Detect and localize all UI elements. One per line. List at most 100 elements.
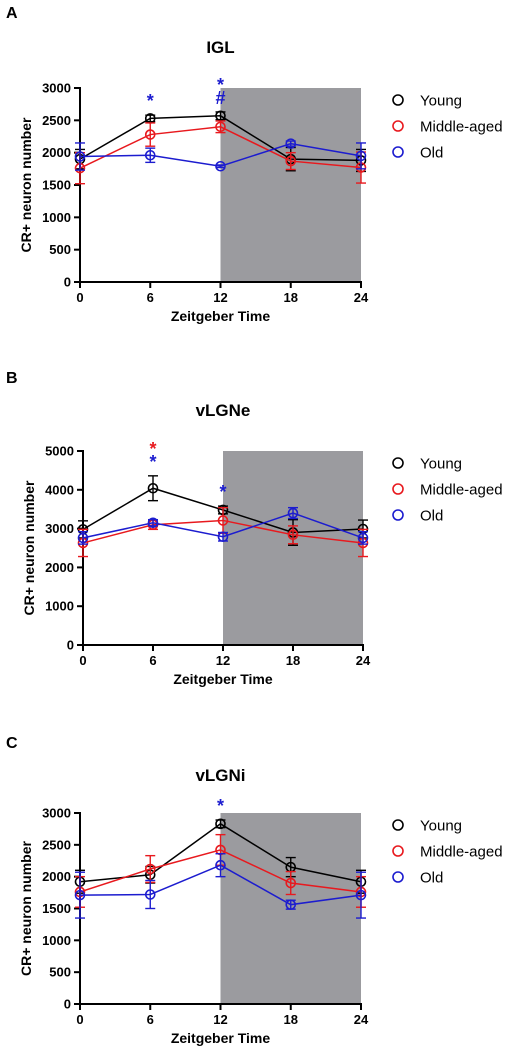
y-tick-label: 4000: [45, 482, 74, 497]
legend-label: Middle-aged: [420, 844, 503, 861]
data-point: [357, 532, 369, 544]
data-point: [144, 149, 156, 161]
legend-label: Middle-aged: [420, 482, 503, 499]
legend-label: Old: [420, 508, 443, 525]
legend-marker: [392, 483, 404, 495]
series-old: [77, 506, 369, 545]
significance-marker: *: [219, 482, 226, 502]
y-tick-label: 1000: [45, 599, 74, 614]
data-point: [217, 531, 229, 543]
data-point: [215, 818, 226, 830]
y-axis-label: CR+ neuron number: [18, 117, 34, 253]
panel-letter: A: [6, 5, 18, 22]
data-point: [147, 482, 159, 494]
data-point: [287, 507, 299, 519]
x-tick-label: 6: [147, 1012, 154, 1027]
y-tick-label: 1500: [42, 901, 71, 916]
series-old: [74, 853, 367, 919]
data-point: [215, 160, 226, 172]
y-tick-label: 0: [64, 275, 71, 290]
legend-marker: [392, 146, 404, 158]
y-tick-label: 500: [49, 965, 71, 980]
y-tick-label: 500: [49, 242, 71, 257]
x-axis-label: Zeitgeber Time: [171, 1030, 271, 1046]
y-tick-label: 2000: [45, 560, 74, 575]
data-point: [355, 150, 367, 162]
data-point: [215, 121, 226, 133]
chart-title: vLGNe: [196, 401, 251, 420]
data-point: [74, 889, 86, 901]
panel-letter: B: [6, 370, 18, 387]
x-tick-label: 12: [216, 653, 230, 668]
data-point: [285, 138, 297, 149]
data-point: [355, 889, 367, 901]
x-tick-label: 12: [213, 1012, 227, 1027]
legend-marker: [392, 819, 404, 831]
x-axis-label: Zeitgeber Time: [173, 671, 273, 687]
significance-marker: *: [149, 439, 156, 459]
data-point: [285, 899, 297, 910]
y-tick-label: 1000: [42, 933, 71, 948]
y-axis-label: CR+ neuron number: [21, 480, 37, 616]
x-tick-label: 24: [354, 290, 369, 305]
dark-phase-shading: [220, 88, 361, 282]
legend-label: Middle-aged: [420, 119, 503, 136]
legend-marker: [392, 457, 404, 469]
legend-marker: [392, 94, 404, 106]
y-tick-label: 2000: [42, 145, 71, 160]
chart-title: vLGNi: [195, 766, 245, 785]
x-tick-label: 0: [76, 290, 83, 305]
data-point: [285, 877, 297, 889]
y-tick-label: 5000: [45, 444, 74, 459]
x-tick-label: 12: [213, 290, 227, 305]
significance-marker: *: [149, 452, 156, 472]
legend-label: Young: [420, 818, 462, 835]
significance-marker: #: [215, 88, 225, 108]
x-axis-label: Zeitgeber Time: [171, 308, 271, 324]
legend-label: Old: [420, 145, 443, 162]
data-point: [74, 151, 86, 162]
x-tick-label: 18: [284, 290, 298, 305]
x-tick-label: 18: [284, 1012, 298, 1027]
y-tick-label: 3000: [42, 81, 71, 96]
significance-marker: *: [147, 91, 154, 111]
data-point: [144, 129, 156, 140]
y-tick-label: 1000: [42, 210, 71, 225]
y-tick-label: 3000: [45, 521, 74, 536]
data-point: [144, 863, 156, 875]
x-tick-label: 24: [356, 653, 371, 668]
x-tick-label: 6: [149, 653, 156, 668]
legend-marker: [392, 845, 404, 857]
data-point: [77, 532, 89, 544]
data-point: [215, 859, 226, 871]
y-tick-label: 0: [67, 638, 74, 653]
y-tick-label: 2000: [42, 869, 71, 884]
legend-label: Young: [420, 456, 462, 473]
y-tick-label: 3000: [42, 806, 71, 821]
y-axis-label: CR+ neuron number: [18, 840, 34, 976]
dark-phase-shading: [223, 451, 363, 645]
data-point: [144, 889, 156, 900]
x-tick-label: 24: [354, 1012, 369, 1027]
data-point: [147, 517, 159, 529]
legend-marker: [392, 120, 404, 132]
data-point: [285, 155, 297, 167]
series-old: [74, 138, 367, 172]
chart-title: IGL: [206, 38, 234, 57]
legend-marker: [392, 509, 404, 521]
data-point: [217, 515, 229, 526]
panel-letter: C: [6, 735, 18, 752]
legend-marker: [392, 871, 404, 883]
x-tick-label: 0: [79, 653, 86, 668]
data-point: [287, 529, 299, 541]
significance-marker: *: [217, 796, 224, 816]
y-tick-label: 0: [64, 997, 71, 1012]
x-tick-label: 6: [147, 290, 154, 305]
legend-label: Old: [420, 870, 443, 887]
x-tick-label: 0: [76, 1012, 83, 1027]
significance-marker: *: [217, 75, 224, 95]
y-tick-label: 2500: [42, 837, 71, 852]
